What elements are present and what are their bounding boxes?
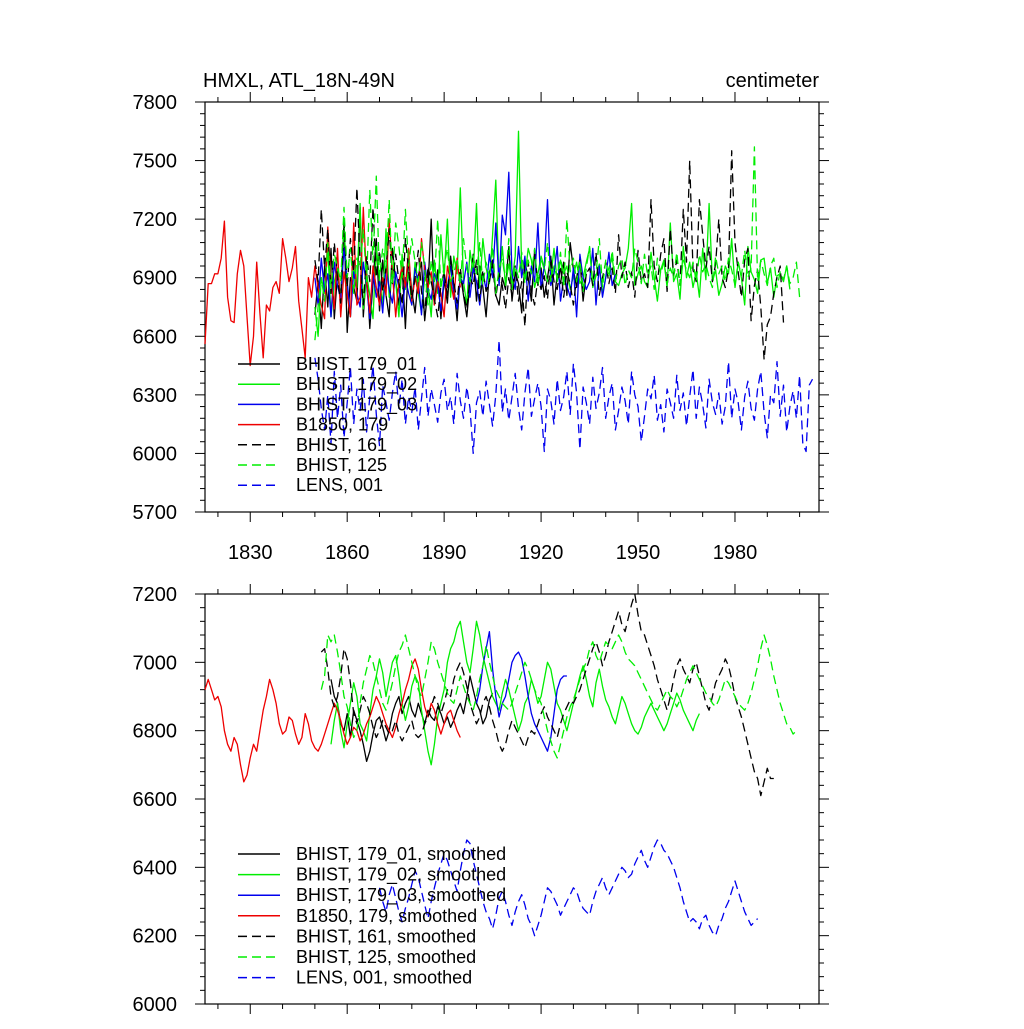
y-tick-label: 7000 — [133, 652, 178, 674]
plot-frame — [204, 101, 820, 513]
x-tick-label: 1890 — [422, 542, 467, 564]
y-tick-label: 6600 — [133, 326, 178, 348]
series-line — [314, 130, 791, 337]
x-tick-label: 1860 — [325, 542, 370, 564]
legend-label: BHIST, 179_01, smoothed — [296, 844, 506, 865]
legend-label: BHIST, 179_03, smoothed — [296, 885, 506, 906]
y-tick-label: 6000 — [133, 994, 178, 1016]
series-line — [320, 593, 774, 797]
legend-label: BHIST, 161, smoothed — [296, 926, 476, 946]
legend-label: B1850, 179 — [296, 415, 388, 435]
series-line — [314, 146, 801, 341]
legend-label: LENS, 001, smoothed — [296, 968, 472, 988]
units-label: centimeter — [726, 70, 820, 92]
series-line — [204, 206, 461, 367]
series-line — [330, 620, 700, 766]
y-tick-label: 6800 — [133, 721, 178, 743]
legend-label: BHIST, 125 — [296, 455, 387, 475]
legend-label: BHIST, 125, smoothed — [296, 947, 476, 967]
y-tick-label: 6000 — [133, 443, 178, 465]
legend-label: B1850, 179, smoothed — [296, 906, 477, 926]
y-tick-label: 6900 — [133, 268, 178, 290]
y-tick-label: 6400 — [133, 857, 178, 879]
series-line — [475, 630, 567, 752]
y-tick-label: 6200 — [133, 926, 178, 948]
legend-label: BHIST, 179_02, smoothed — [296, 865, 506, 886]
series-line — [314, 339, 814, 455]
x-tick-label: 1830 — [228, 542, 273, 564]
y-tick-label: 5700 — [133, 502, 178, 524]
x-tick-label: 1920 — [519, 542, 564, 564]
series-line — [378, 839, 759, 937]
series-line — [320, 634, 797, 759]
y-tick-label: 7800 — [133, 92, 178, 114]
bottom-panel: 6000 6200 6400 6600 6800 7000 7200 BHIST, 179_0… — [133, 584, 829, 1016]
legend-label: LENS, 001 — [296, 475, 383, 495]
x-tick-label: 1980 — [713, 542, 758, 564]
legend-label: BHIST, 179_02 — [296, 374, 417, 395]
x-tick-label: 1950 — [616, 542, 661, 564]
legend-label: BHIST, 161 — [296, 435, 387, 455]
y-tick-label: 7200 — [133, 584, 178, 606]
legend-label: BHIST, 179_01 — [296, 354, 417, 375]
top-panel: HMXL, ATL_18N-49N centimeter 1830 1860 189… — [133, 70, 829, 564]
y-tick-label: 7500 — [133, 151, 178, 173]
y-tick-label: 6300 — [133, 385, 178, 407]
series-line — [204, 658, 461, 783]
y-tick-label: 6600 — [133, 789, 178, 811]
legend-label: BHIST, 179_03 — [296, 394, 417, 415]
y-tick-label: 7200 — [133, 209, 178, 231]
chart-title: HMXL, ATL_18N-49N — [203, 70, 395, 92]
